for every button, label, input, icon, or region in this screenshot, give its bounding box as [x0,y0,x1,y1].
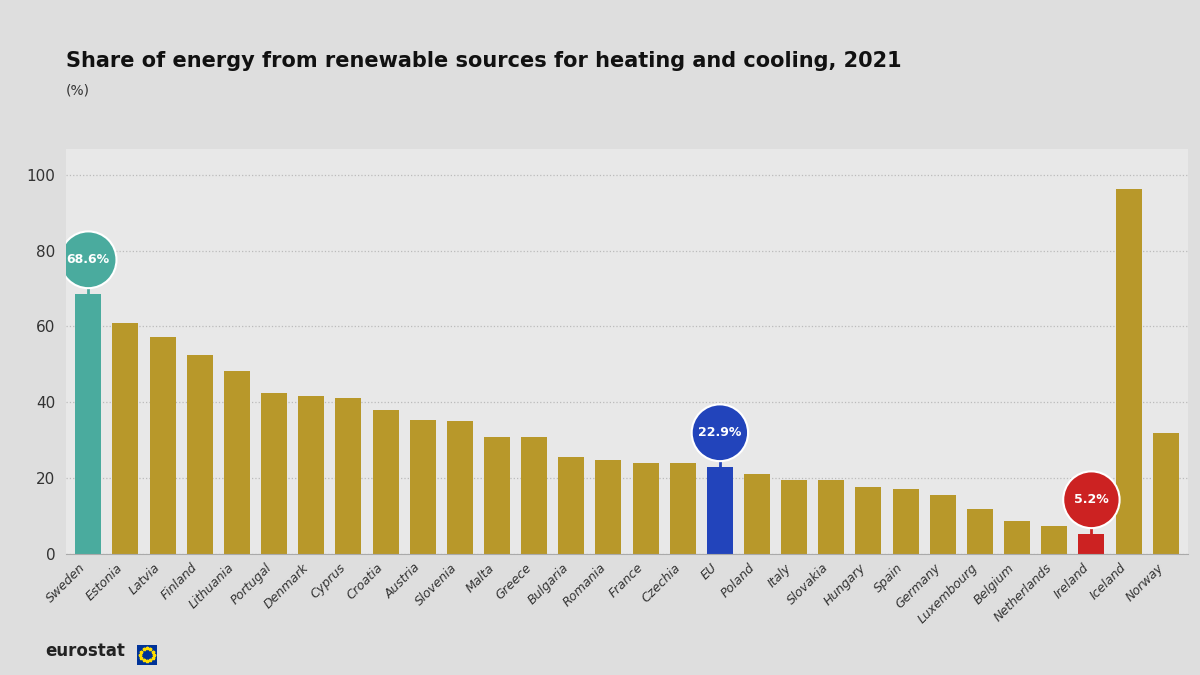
Bar [1004,520,1030,554]
Ellipse shape [691,404,748,461]
Text: (%): (%) [66,84,90,98]
Bar [1042,526,1067,554]
Bar [187,355,212,554]
Bar [818,481,845,554]
Text: 5.2%: 5.2% [1074,493,1109,506]
Bar [1116,188,1141,554]
Bar [1153,433,1178,554]
Bar [744,475,770,554]
Text: 68.6%: 68.6% [67,253,110,266]
Bar [224,371,250,554]
Bar [446,421,473,554]
Bar [893,489,919,554]
Bar [558,457,584,554]
Bar [632,464,659,554]
Bar [262,393,287,554]
Text: eurostat: eurostat [46,642,126,660]
Bar [409,420,436,554]
Bar [856,487,882,554]
Bar [930,495,955,554]
Bar [335,398,361,554]
Text: 22.9%: 22.9% [698,426,742,439]
Bar [150,337,175,554]
Bar [372,410,398,554]
Ellipse shape [1063,471,1120,528]
Bar [1079,534,1104,554]
Ellipse shape [60,232,116,288]
Bar [76,294,101,554]
Bar [521,437,547,554]
Bar [299,396,324,554]
Text: Share of energy from renewable sources for heating and cooling, 2021: Share of energy from renewable sources f… [66,51,901,71]
Bar [484,437,510,554]
Bar [670,464,696,554]
Bar [967,509,992,554]
Bar [781,480,808,554]
Bar [595,460,622,554]
Bar [707,467,733,554]
Bar [113,323,138,554]
